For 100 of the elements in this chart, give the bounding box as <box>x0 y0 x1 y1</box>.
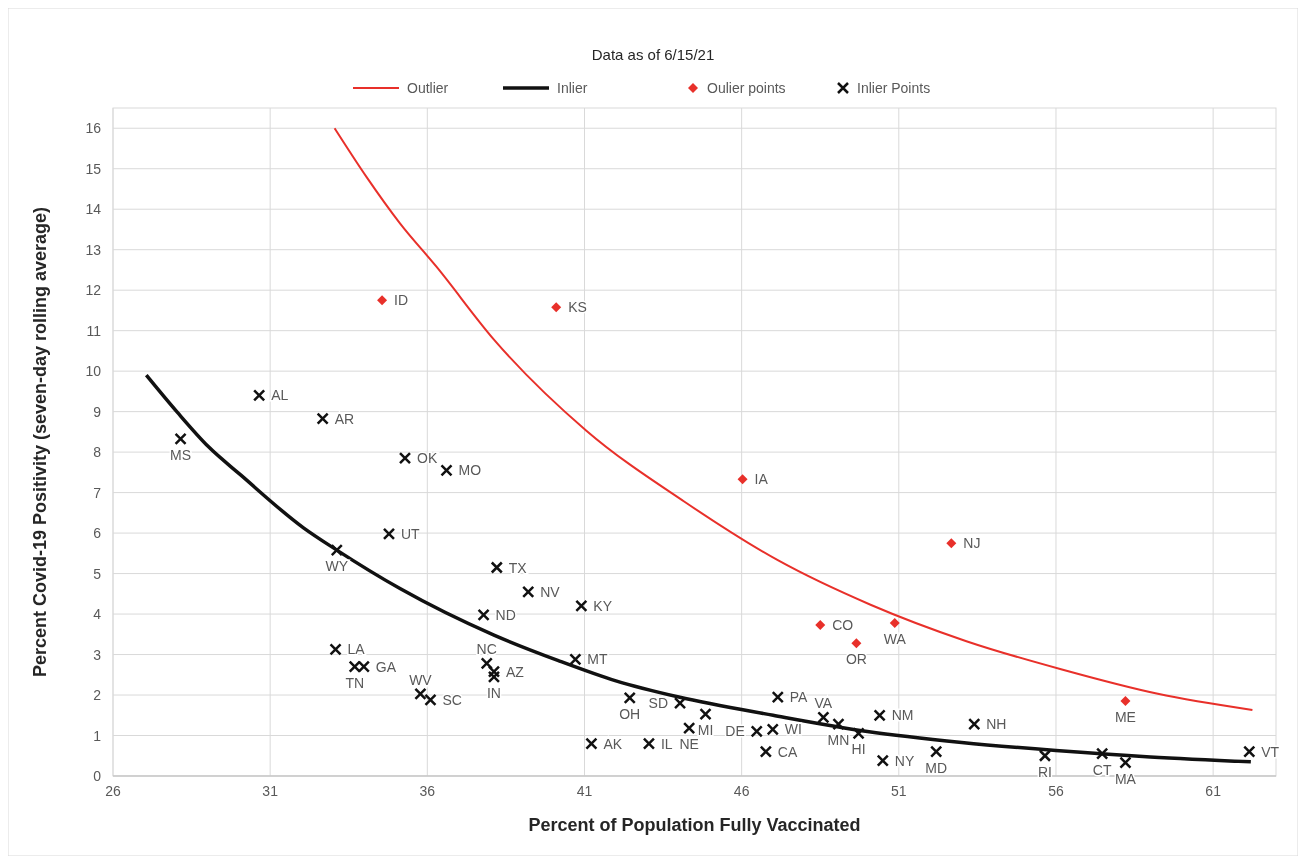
annotation: NJ <box>963 535 981 552</box>
point <box>1243 745 1256 758</box>
point <box>480 657 493 670</box>
point <box>642 737 656 750</box>
annotation: SD <box>648 695 669 712</box>
point <box>851 638 862 649</box>
point <box>424 693 437 707</box>
annotation: GA <box>375 658 397 675</box>
point <box>487 665 501 678</box>
annotation: KS <box>568 299 587 316</box>
point <box>382 527 396 541</box>
point <box>575 599 588 613</box>
y-tick-label: 6 <box>93 525 102 542</box>
annotation: WY <box>325 558 349 575</box>
annotation: CT <box>1092 761 1112 778</box>
x-axis-title: Percent of Population Fully Vaccinated <box>528 815 861 835</box>
annotation: OK <box>417 450 438 467</box>
annotation: UT <box>400 525 421 542</box>
x-tick-label: 56 <box>1048 783 1064 799</box>
point <box>946 538 957 549</box>
point <box>817 711 830 724</box>
annotation: PA <box>789 689 809 706</box>
y-tick-label: 11 <box>86 322 102 339</box>
annotation: RI <box>1037 763 1052 780</box>
point <box>889 617 900 628</box>
y-tick-label: 16 <box>85 120 102 137</box>
annotation: MO <box>458 462 482 479</box>
annotation: NE <box>679 736 699 753</box>
x-tick-label: 61 <box>1205 783 1222 799</box>
legend-label: Inlier <box>557 80 588 96</box>
legend-label: Inlier Points <box>857 80 931 96</box>
annotation: MN <box>827 732 850 749</box>
point <box>316 412 329 425</box>
annotation: ME <box>1114 709 1136 726</box>
point <box>490 561 504 574</box>
point <box>477 608 490 622</box>
point <box>585 737 598 750</box>
y-tick-label: 5 <box>93 565 102 582</box>
annotation: MA <box>1114 770 1137 787</box>
annotation: CA <box>777 743 798 760</box>
point <box>815 619 826 630</box>
point <box>174 432 187 446</box>
annotation: NY <box>894 752 915 769</box>
point <box>771 690 785 704</box>
point <box>1120 696 1131 707</box>
annotation: KY <box>593 597 613 614</box>
x-tick-label: 51 <box>891 783 907 799</box>
annotation: CO <box>832 616 854 633</box>
annotation: AL <box>271 387 289 404</box>
annotation: OR <box>845 651 867 668</box>
annotation: TX <box>508 559 528 576</box>
point <box>1095 747 1109 760</box>
annotation: VA <box>814 695 833 712</box>
point <box>330 543 344 557</box>
annotation: VT <box>1261 743 1280 760</box>
point <box>329 643 342 656</box>
x-tick-label: 36 <box>419 783 436 799</box>
point <box>673 696 687 710</box>
point <box>521 585 535 599</box>
annotation: TN <box>345 674 365 691</box>
point <box>737 474 748 485</box>
point <box>832 717 845 731</box>
annotation: NC <box>476 641 497 658</box>
point <box>623 691 636 705</box>
x-tick-label: 46 <box>733 783 750 799</box>
point <box>876 754 890 767</box>
y-tick-label: 13 <box>85 241 102 258</box>
x-tick-label: 26 <box>105 783 121 799</box>
y-tick-label: 4 <box>93 606 102 623</box>
point <box>551 302 562 313</box>
point <box>1038 749 1052 763</box>
annotation: AR <box>334 410 355 427</box>
annotation: ND <box>495 606 516 623</box>
annotation: HI <box>851 741 866 758</box>
annotation: MS <box>170 446 192 463</box>
point <box>414 687 427 701</box>
annotation: ID <box>394 292 409 309</box>
point <box>1119 756 1132 769</box>
y-tick-label: 2 <box>93 687 102 704</box>
y-tick-label: 0 <box>93 768 102 784</box>
annotation: MI <box>697 722 714 739</box>
y-tick-label: 3 <box>93 646 102 663</box>
point <box>759 745 773 758</box>
annotation: OH <box>619 705 641 722</box>
point <box>682 721 696 735</box>
point <box>487 670 501 684</box>
point <box>252 389 266 402</box>
annotation: IN <box>486 684 501 701</box>
point <box>750 725 763 738</box>
annotation: IL <box>660 735 673 752</box>
y-tick-label: 9 <box>93 403 102 420</box>
y-tick-label: 10 <box>85 363 102 380</box>
x-tick-label: 31 <box>262 783 279 799</box>
point <box>699 707 712 721</box>
annotation: AK <box>603 735 623 752</box>
y-axis-title: Percent Covid-19 Positivity (seven-day rolling average) <box>30 206 50 678</box>
annotation: WI <box>784 721 802 738</box>
annotation: NH <box>986 716 1007 733</box>
point <box>929 745 943 758</box>
point <box>873 709 886 722</box>
